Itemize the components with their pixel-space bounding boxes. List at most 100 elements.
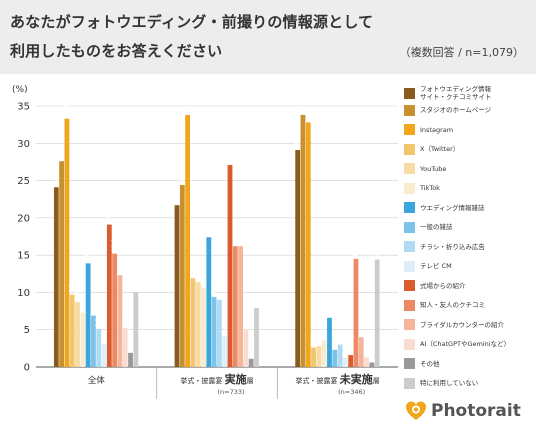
data-label: 10.6 [201,273,207,286]
bar [59,161,65,367]
data-label: 14.5 [353,244,359,257]
legend-item: テレビ CM [404,260,452,272]
bar [332,349,338,367]
data-label: 5.1 [96,317,102,327]
data-label: 29.1 [295,135,301,148]
data-label: 19.1 [106,209,112,222]
bar [348,355,354,367]
category-label: 挙式・披露宴 実施層 [180,372,253,386]
bar [91,315,96,367]
bar [217,299,222,367]
legend-swatch [404,163,415,174]
data-label: 3.1 [101,332,107,342]
data-label: 16.2 [238,231,244,244]
legend-swatch [404,377,415,389]
data-label: 6.6 [326,306,332,316]
bar [106,224,112,367]
data-label: 14.4 [374,244,380,257]
bar [243,329,249,367]
bar [321,340,327,367]
legend-label: X（Twitter） [420,145,460,153]
legend-label: AI（ChatGPTやGeminiなど） [420,340,511,348]
bar [353,258,359,367]
legend-label: フォトウエディング情報 サイト・クチコミサイト [420,85,492,101]
legend-swatch [404,241,415,252]
bar [374,259,380,367]
legend-swatch [404,202,415,213]
legend-item: フォトウエディング情報 サイト・クチコミサイト [404,85,492,101]
legend-swatch [404,104,415,116]
data-label: 33.8 [300,100,306,113]
data-label: 1.1 [248,347,254,357]
bar [85,263,91,367]
bar [337,344,343,367]
legend-label: Instagram [420,125,454,134]
bar [311,347,316,367]
data-label: 5.2 [122,317,128,327]
data-label: 27.1 [227,150,233,163]
bar [117,275,123,367]
legend-item: その他 [404,358,440,369]
bar [254,308,259,367]
data-label: 15.2 [112,238,118,251]
y-tick-label: 25 [17,176,30,187]
legend-swatch [404,260,415,272]
legend-swatch [404,299,415,311]
legend-swatch [404,182,415,194]
data-label: 6.9 [90,304,96,314]
data-label: 27.6 [59,146,65,159]
legend-swatch [404,221,415,233]
legend-item: Instagram [404,124,453,135]
legend-label: 一般の雑誌 [420,223,453,231]
bar [101,343,107,367]
data-label: 4.1 [222,325,228,335]
y-tick-label: 5 [24,325,30,336]
data-label: 2.8 [316,335,322,345]
data-label: 17.4 [206,222,212,235]
bar [122,328,128,367]
legend-item: 特に利用していない [404,377,478,389]
bar [305,122,311,367]
data-label: 4.0 [358,326,364,336]
data-label: 12.3 [117,260,123,273]
legend-item: ウエディング情報雑誌 [404,202,485,213]
legend-item: チラシ・折り込み広告 [404,241,485,252]
respondent-note: （複数回答 / n=1,079） [399,46,524,59]
legend-swatch [404,319,415,330]
data-label: 7.3 [80,301,86,311]
data-label: 1.9 [128,341,134,351]
y-tick-label: 15 [17,251,30,262]
bar [300,114,306,367]
data-label: 16.2 [232,231,238,244]
bar [179,185,185,367]
legend-item: 式場からの紹介 [404,280,466,291]
legend-label: その他 [420,359,440,368]
bar [185,114,190,367]
legend-label: テレビ CM [420,262,452,270]
data-label: 9.4 [211,285,217,295]
bar [248,358,254,367]
legend-item: 知人・友人のクチコミ [404,299,485,311]
data-label: 1.2 [342,346,348,356]
legend-label: ウエディング情報雑誌 [420,203,485,212]
legend-swatch [404,338,415,350]
category-sample-size: (n=733) [217,388,244,396]
bar [174,205,180,367]
y-tick-label: 10 [17,288,30,299]
data-label: 13.9 [85,248,91,261]
bar [222,336,228,367]
legend-label: チラシ・折り込み広告 [420,242,485,251]
bar [369,362,375,367]
data-label: 11.4 [195,267,201,280]
bar [211,296,217,367]
bar [201,287,206,367]
bar [295,149,301,367]
heart-camera-icon [406,401,426,420]
data-label: 8.7 [75,291,81,301]
data-label: 3.0 [337,333,343,343]
bar [342,358,348,367]
data-label: 5.0 [243,318,249,328]
bar [53,187,59,367]
data-label: 10.0 [133,277,139,290]
